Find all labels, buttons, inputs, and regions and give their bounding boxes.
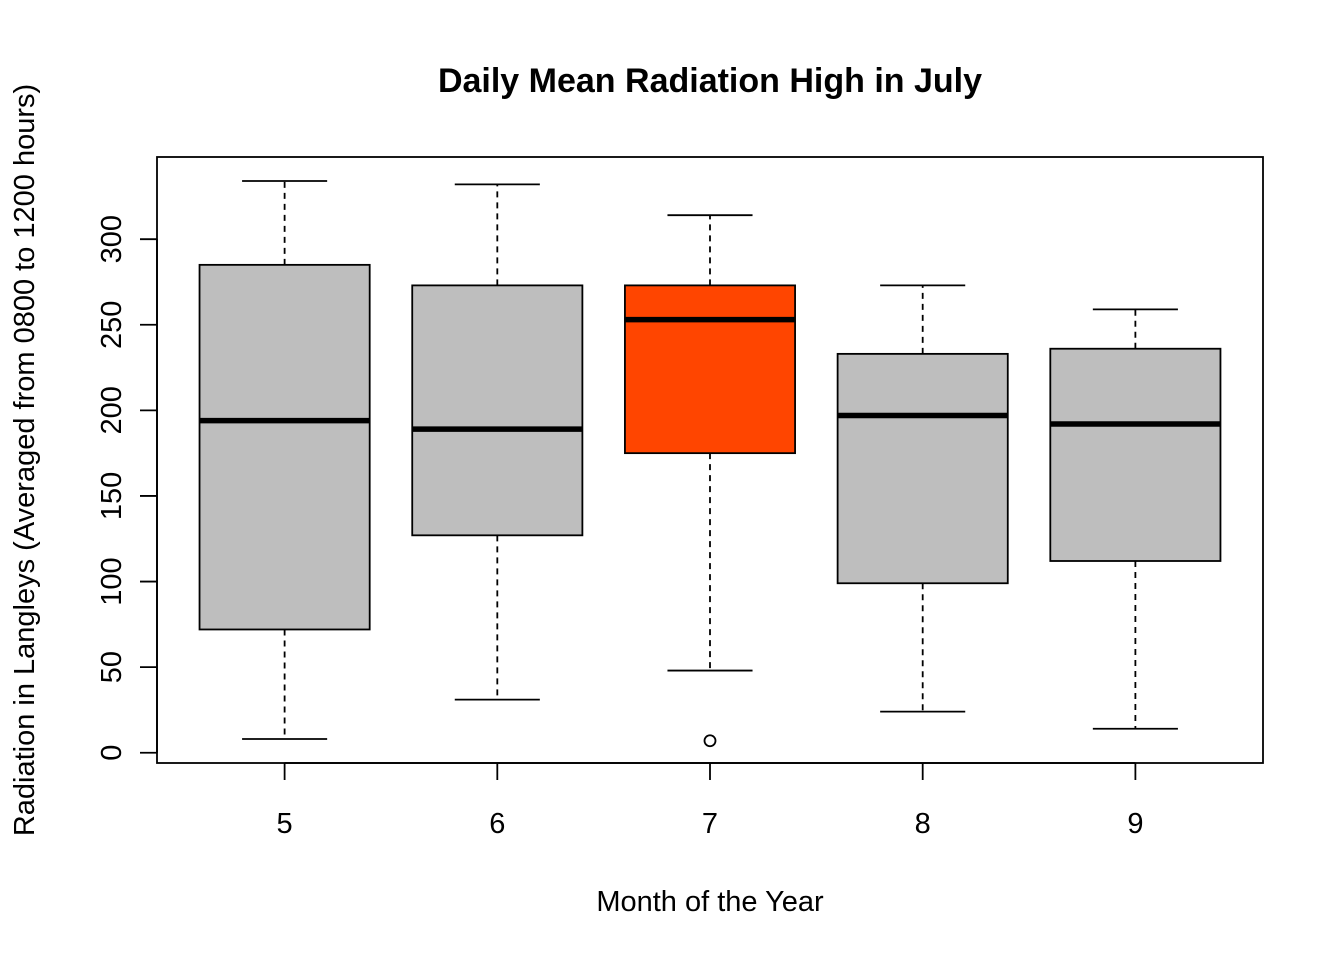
x-tick-label-9: 9 [1127, 808, 1143, 840]
box-group-5 [198, 180, 371, 740]
y-tick-label-250: 250 [96, 301, 128, 349]
box-9 [1049, 347, 1222, 562]
y-axis-label: Radiation in Langleys (Averaged from 080… [9, 84, 41, 836]
y-tick-label-300: 300 [96, 215, 128, 263]
plot-area [198, 180, 1222, 748]
x-tick-label-7: 7 [702, 808, 718, 840]
y-tick-label-150: 150 [96, 472, 128, 520]
x-tick-label-5: 5 [277, 808, 293, 840]
x-axis-label: Month of the Year [596, 886, 824, 918]
box-7 [624, 284, 796, 455]
x-axis: 5 6 7 8 9 [277, 762, 1143, 840]
y-tick-label-0: 0 [96, 745, 128, 761]
y-tick-label-200: 200 [96, 386, 128, 434]
box-5 [198, 263, 371, 631]
box-group-8 [836, 284, 1009, 713]
chart-title: Daily Mean Radiation High in July [438, 62, 982, 100]
y-tick-label-100: 100 [96, 557, 128, 605]
box-8 [836, 352, 1009, 585]
box-group-9 [1049, 308, 1222, 730]
outlier-point-7-0 [703, 734, 717, 748]
box-group-6 [411, 183, 584, 701]
box-6 [411, 284, 584, 537]
y-axis: 0 50 100 150 200 250 300 [96, 215, 158, 761]
box-group-7 [624, 214, 796, 748]
x-tick-label-6: 6 [489, 808, 505, 840]
y-tick-label-50: 50 [96, 651, 128, 683]
x-tick-label-8: 8 [915, 808, 931, 840]
